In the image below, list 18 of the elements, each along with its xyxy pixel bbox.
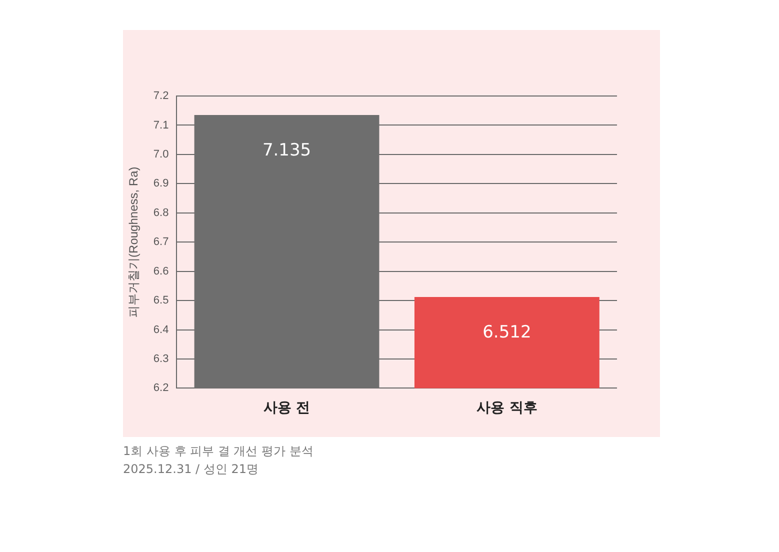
x-tick-label: 사용 직후 bbox=[476, 400, 538, 416]
y-tick-label: 6.9 bbox=[153, 178, 169, 190]
y-tick-label: 6.3 bbox=[153, 353, 169, 366]
y-tick-label: 7.2 bbox=[153, 90, 169, 102]
y-tick-label: 6.7 bbox=[153, 236, 169, 248]
data-label: 6.512 bbox=[482, 322, 532, 342]
y-tick-label: 7.0 bbox=[153, 148, 169, 160]
y-tick-label: 6.5 bbox=[153, 294, 169, 307]
y-axis-title: 피부거칠기(Roughness, Ra) bbox=[126, 166, 141, 318]
y-tick-label: 7.1 bbox=[153, 119, 169, 132]
text: 2025.12.31 / 성인 21명 bbox=[123, 461, 260, 478]
x-tick-label: 사용 전 bbox=[263, 400, 310, 416]
data-label: 7.135 bbox=[262, 140, 312, 160]
y-tick-label: 6.2 bbox=[153, 382, 169, 394]
y-tick-label: 6.4 bbox=[153, 324, 169, 336]
y-tick-label: 6.8 bbox=[153, 206, 169, 219]
text: 1회 사용 후 피부 결 개선 평가 분석 bbox=[123, 443, 314, 460]
y-tick-label: 6.6 bbox=[153, 265, 169, 278]
